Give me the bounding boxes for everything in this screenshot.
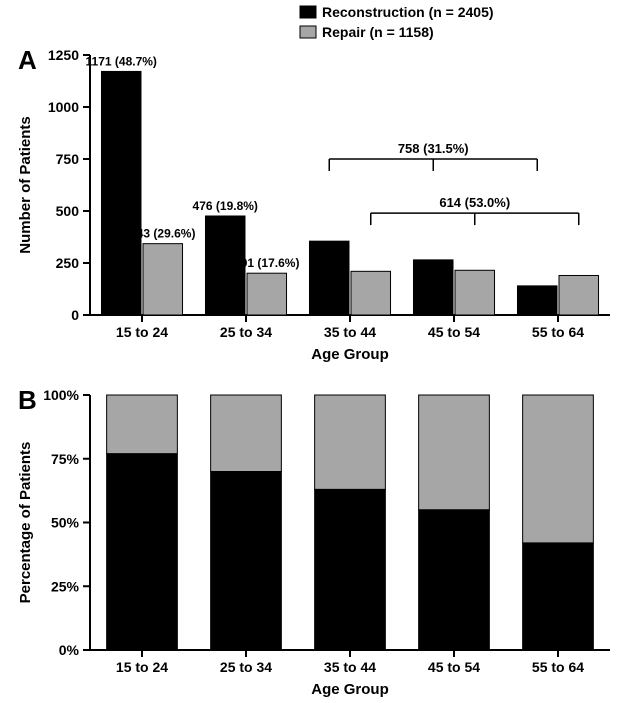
panelB-y-ticklabel: 0% — [59, 642, 80, 658]
figure-svg: Reconstruction (n = 2405) Repair (n = 115… — [0, 0, 640, 703]
legend-swatch — [300, 26, 316, 38]
panelA-x-category: 55 to 64 — [532, 324, 584, 340]
panelA-bar-reconstruction — [517, 286, 557, 315]
panelB-seg-reconstruction — [211, 472, 282, 651]
panelA-x-category: 15 to 24 — [116, 324, 168, 340]
panel-letter-b: B — [18, 385, 37, 415]
panelA-bar-repair — [143, 244, 183, 315]
panelB-seg-reconstruction — [315, 489, 386, 650]
panelA-x-category: 35 to 44 — [324, 324, 376, 340]
panelA-x-category: 25 to 34 — [220, 324, 272, 340]
panelA-bar-reconstruction — [413, 260, 453, 315]
panelB-y-ticklabel: 25% — [51, 578, 80, 594]
panelB-x-category: 15 to 24 — [116, 659, 168, 675]
panelA-bar-label: 201 (17.6%) — [234, 256, 299, 270]
panelB-seg-repair — [315, 395, 386, 489]
panelA-bar-label: 1171 (48.7%) — [86, 54, 157, 68]
panelB-seg-repair — [211, 395, 282, 472]
panelA-bar-repair — [455, 270, 495, 315]
panelA-y-ticklabel: 500 — [56, 203, 80, 219]
panelB-x-title: Age Group — [311, 681, 389, 698]
panelA-x-category: 45 to 54 — [428, 324, 480, 340]
legend-label: Repair (n = 1158) — [322, 24, 434, 40]
panelB-seg-repair — [107, 395, 178, 454]
panelB-x-category: 35 to 44 — [324, 659, 376, 675]
panelB-y-ticklabel: 100% — [43, 387, 79, 403]
panelA-y-title: Number of Patients — [17, 116, 34, 254]
panelA-y-ticklabel: 0 — [71, 307, 79, 323]
panelB-seg-repair — [419, 395, 490, 510]
panelB-seg-reconstruction — [107, 454, 178, 650]
panelB-seg-repair — [523, 395, 594, 543]
panelA-bar-repair — [559, 275, 599, 315]
panelB-seg-reconstruction — [419, 510, 490, 650]
panelA-x-title: Age Group — [311, 346, 389, 363]
panelA-bar-reconstruction — [101, 71, 141, 315]
panelB-y-title: Percentage of Patients — [17, 442, 34, 604]
panelA-bracket-label: 614 (53.0%) — [439, 195, 510, 210]
panelA-y-ticklabel: 1250 — [48, 47, 79, 63]
panelB-y-ticklabel: 75% — [51, 451, 80, 467]
figure-container: Reconstruction (n = 2405) Repair (n = 115… — [0, 0, 640, 703]
panelA-bracket-label: 758 (31.5%) — [398, 141, 469, 156]
panelA-y-ticklabel: 250 — [56, 255, 80, 271]
panel-letter-a: A — [18, 45, 37, 75]
panelA-bar-repair — [351, 271, 391, 315]
panelA-bar-repair — [247, 273, 287, 315]
panelB-x-category: 45 to 54 — [428, 659, 480, 675]
panelB-x-category: 55 to 64 — [532, 659, 584, 675]
panelB-seg-reconstruction — [523, 543, 594, 650]
legend-swatch — [300, 6, 316, 18]
panelA-y-ticklabel: 750 — [56, 151, 80, 167]
panelA-y-ticklabel: 1000 — [48, 99, 79, 115]
panelB-x-category: 25 to 34 — [220, 659, 272, 675]
panelB-y-ticklabel: 50% — [51, 515, 80, 531]
legend-label: Reconstruction (n = 2405) — [322, 4, 494, 20]
panelA-bar-label: 476 (19.8%) — [193, 199, 258, 213]
panelA-bar-label: 343 (29.6%) — [130, 227, 195, 241]
panelA-bar-reconstruction — [309, 241, 349, 315]
